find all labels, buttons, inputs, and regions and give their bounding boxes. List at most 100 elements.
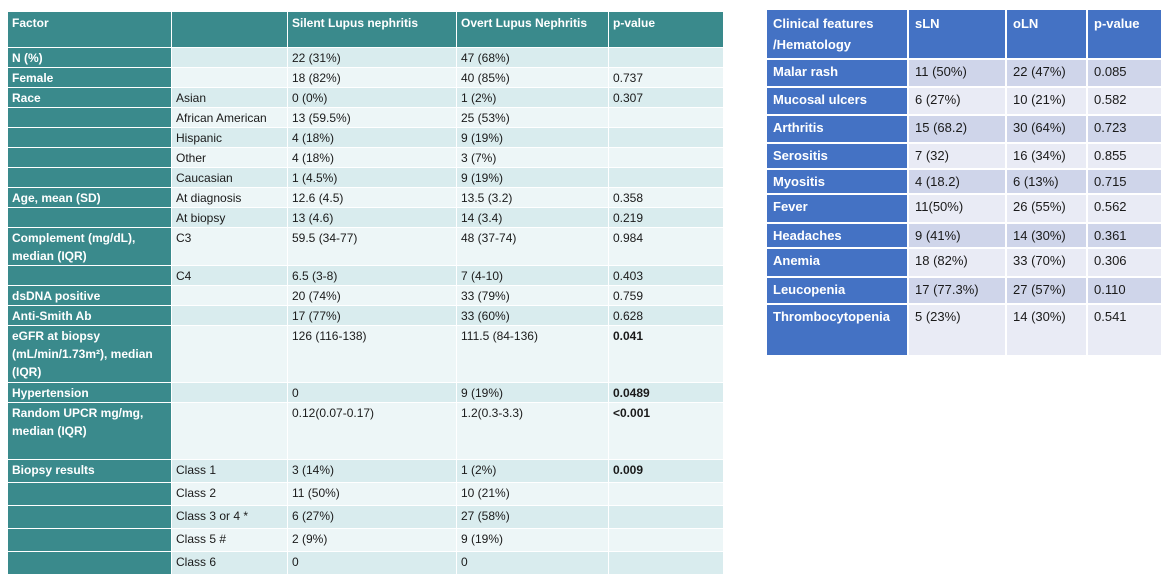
factor-cell: dsDNA positive — [7, 285, 172, 306]
subcategory-cell: Hispanic — [171, 127, 288, 148]
overt-ln-value: 40 (85%) — [456, 67, 609, 88]
table-row: Complement (mg/dL), median (IQR) C3 59.5 (… — [7, 227, 724, 266]
p-value-cell: 0.723 — [1086, 114, 1163, 144]
silent-ln-value: 59.5 (34-77) — [287, 227, 457, 266]
factor-cell: Female — [7, 67, 172, 88]
oln-value: 22 (47%) — [1005, 58, 1088, 88]
factor-cell: Biopsy results — [7, 459, 172, 483]
subcategory-cell: At diagnosis — [171, 187, 288, 208]
table-row: Anti-Smith Ab 17 (77%) 33 (60%) 0.628 — [7, 305, 724, 326]
oln-value: 26 (55%) — [1005, 193, 1088, 224]
factor-cell: Random UPCR mg/mg, median (IQR) — [7, 402, 172, 460]
subcategory-cell: Class 1 — [171, 459, 288, 483]
sln-value: 11 (50%) — [907, 58, 1007, 88]
table-row: eGFR at biopsy (mL/min/1.73m²), median (… — [7, 325, 724, 383]
table-row: Caucasian 1 (4.5%) 9 (19%) — [7, 167, 724, 188]
silent-ln-value: 0 — [287, 551, 457, 575]
table-row: Thrombocytopenia 5 (23%) 14 (30%) 0.541 — [765, 303, 1163, 357]
subcategory-cell — [171, 305, 288, 326]
clinical-feature-cell: Anemia — [765, 247, 909, 278]
p-value-cell — [608, 167, 724, 188]
table-row: Malar rash 11 (50%) 22 (47%) 0.085 — [765, 58, 1163, 88]
table-row: Mucosal ulcers 6 (27%) 10 (21%) 0.582 — [765, 86, 1163, 116]
overt-ln-value: 10 (21%) — [456, 482, 609, 506]
silent-ln-value: 0 (0%) — [287, 87, 457, 108]
factor-cell: Hypertension — [7, 382, 172, 403]
header-oln: oLN — [1005, 8, 1088, 60]
factor-cell: Complement (mg/dL), median (IQR) — [7, 227, 172, 266]
table-row: Headaches 9 (41%) 14 (30%) 0.361 — [765, 222, 1163, 249]
table-row: Age, mean (SD) At diagnosis 12.6 (4.5) 13.5… — [7, 187, 724, 208]
table-row: dsDNA positive 20 (74%) 33 (79%) 0.759 — [7, 285, 724, 306]
subcategory-cell — [171, 285, 288, 306]
subcategory-cell: Class 3 or 4 * — [171, 505, 288, 529]
header-factor: Factor — [7, 11, 172, 48]
p-value-cell: 0.403 — [608, 265, 724, 286]
silent-ln-value: 22 (31%) — [287, 47, 457, 68]
header-overt-ln: Overt Lupus Nephritis — [456, 11, 609, 48]
subcategory-cell: At biopsy — [171, 207, 288, 228]
overt-ln-value: 47 (68%) — [456, 47, 609, 68]
table-row: Race Asian 0 (0%) 1 (2%) 0.307 — [7, 87, 724, 108]
table-row: African American 13 (59.5%) 25 (53%) — [7, 107, 724, 128]
table-row: Class 3 or 4 * 6 (27%) 27 (58%) — [7, 505, 724, 529]
oln-value: 27 (57%) — [1005, 276, 1088, 305]
factor-cell — [7, 207, 172, 228]
sln-value: 7 (32) — [907, 142, 1007, 170]
header-subcategory — [171, 11, 288, 48]
clinical-feature-cell: Leucopenia — [765, 276, 909, 305]
header-silent-ln: Silent Lupus nephritis — [287, 11, 457, 48]
overt-ln-value: 33 (60%) — [456, 305, 609, 326]
clinical-feature-cell: Myositis — [765, 168, 909, 195]
sln-value: 6 (27%) — [907, 86, 1007, 116]
overt-ln-value: 9 (19%) — [456, 167, 609, 188]
p-value-cell: 0.0489 — [608, 382, 724, 403]
overt-ln-value: 7 (4-10) — [456, 265, 609, 286]
clinical-feature-cell: Serositis — [765, 142, 909, 170]
p-value-cell — [608, 528, 724, 552]
table-row: Hispanic 4 (18%) 9 (19%) — [7, 127, 724, 148]
silent-ln-value: 3 (14%) — [287, 459, 457, 483]
subcategory-cell: African American — [171, 107, 288, 128]
factor-cell: N (%) — [7, 47, 172, 68]
factor-cell — [7, 147, 172, 168]
silent-ln-value: 6.5 (3-8) — [287, 265, 457, 286]
table-row: At biopsy 13 (4.6) 14 (3.4) 0.219 — [7, 207, 724, 228]
subcategory-cell — [171, 382, 288, 403]
header-sln: sLN — [907, 8, 1007, 60]
table-row: Leucopenia 17 (77.3%) 27 (57%) 0.110 — [765, 276, 1163, 305]
p-value-cell: 0.306 — [1086, 247, 1163, 278]
sln-value: 11(50%) — [907, 193, 1007, 224]
oln-value: 14 (30%) — [1005, 303, 1088, 357]
p-value-cell — [608, 482, 724, 506]
overt-ln-value: 0 — [456, 551, 609, 575]
p-value-cell — [608, 47, 724, 68]
sln-value: 17 (77.3%) — [907, 276, 1007, 305]
table-row: Hypertension 0 9 (19%) 0.0489 — [7, 382, 724, 403]
overt-ln-value: 33 (79%) — [456, 285, 609, 306]
oln-value: 16 (34%) — [1005, 142, 1088, 170]
p-value-cell: 0.110 — [1086, 276, 1163, 305]
clinical-feature-cell: Headaches — [765, 222, 909, 249]
oln-value: 14 (30%) — [1005, 222, 1088, 249]
clinical-feature-cell: Malar rash — [765, 58, 909, 88]
overt-ln-value: 27 (58%) — [456, 505, 609, 529]
p-value-cell — [608, 505, 724, 529]
silent-ln-value: 20 (74%) — [287, 285, 457, 306]
silent-ln-value: 0 — [287, 382, 457, 403]
p-value-cell: 0.715 — [1086, 168, 1163, 195]
overt-ln-value: 1 (2%) — [456, 87, 609, 108]
overt-ln-value: 13.5 (3.2) — [456, 187, 609, 208]
p-value-cell: 0.009 — [608, 459, 724, 483]
overt-ln-value: 9 (19%) — [456, 382, 609, 403]
header-p-value: p-value — [1086, 8, 1163, 60]
p-value-cell: 0.358 — [608, 187, 724, 208]
table-row: Anemia 18 (82%) 33 (70%) 0.306 — [765, 247, 1163, 278]
p-value-cell: 0.541 — [1086, 303, 1163, 357]
subcategory-cell — [171, 325, 288, 383]
factor-cell — [7, 107, 172, 128]
overt-ln-value: 3 (7%) — [456, 147, 609, 168]
table-header-row: Factor Silent Lupus nephritis Overt Lupu… — [7, 11, 724, 48]
silent-ln-value: 12.6 (4.5) — [287, 187, 457, 208]
sln-value: 18 (82%) — [907, 247, 1007, 278]
